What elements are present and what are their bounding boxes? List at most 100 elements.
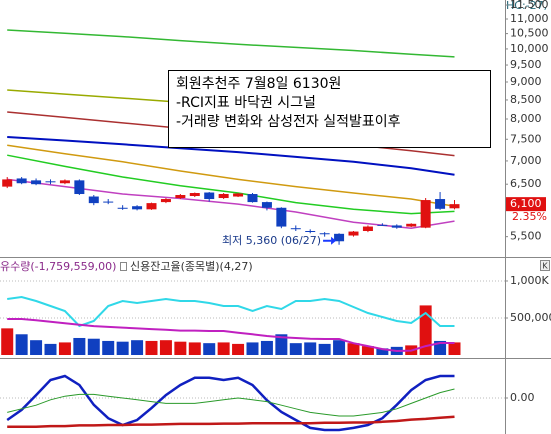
legend-icon [120, 262, 127, 271]
moving-average [7, 29, 455, 58]
candle-body [233, 193, 244, 197]
candle-body [319, 233, 330, 235]
y-tick-label: 9,500 [510, 58, 542, 71]
y-tick-label: 9,000 [510, 75, 542, 88]
volume-bar [232, 343, 245, 355]
volume-bar [376, 348, 389, 355]
annotation-text: 회원추천주 7월8일 6130원 [176, 76, 341, 92]
volume-bar [102, 340, 115, 355]
candle-body [175, 195, 186, 199]
last-price-box [506, 197, 546, 212]
header-label: HC:-27, [506, 0, 547, 12]
y-tick-label: 8,000 [510, 112, 542, 125]
candle-body [449, 204, 460, 209]
low-arrow-head [331, 236, 337, 245]
y-tick-label: 7,500 [510, 132, 542, 145]
candle-body [74, 180, 85, 195]
volume-bar [58, 342, 71, 355]
moving-average [7, 154, 455, 215]
volume-bar [15, 334, 28, 355]
candle-body [59, 180, 70, 184]
change-label: 2.35% [512, 210, 547, 223]
volume-bar [275, 334, 288, 355]
volume-bar [304, 342, 317, 355]
candle-body [261, 202, 272, 208]
legend-label: 유수량(-1,759,559,00) [0, 260, 116, 273]
annotation-box [168, 70, 491, 148]
volume-bar [333, 340, 346, 355]
candle-body [2, 179, 13, 187]
y-tick-label: 500,000 [510, 311, 551, 324]
candle-body [88, 196, 99, 204]
candle-body [117, 207, 128, 209]
y-tick-label: 10,500 [510, 27, 549, 40]
volume-bar [203, 343, 216, 355]
candle-body [16, 178, 27, 184]
y-tick-label: 6,500 [510, 177, 542, 190]
volume-bar [174, 341, 187, 355]
volume-bar [73, 337, 86, 355]
volume-bar [44, 343, 57, 355]
y-tick-label: 7,000 [510, 154, 542, 167]
volume-bar [159, 340, 172, 355]
moving-average [7, 136, 455, 176]
y-tick-label: 0.00 [510, 391, 535, 404]
volume-bar [318, 343, 331, 355]
k-button-label[interactable]: K [542, 262, 548, 271]
y-tick-label: 11,500 [510, 0, 549, 11]
volume-bar [116, 341, 129, 355]
volume-bar [361, 346, 374, 355]
candle-body [247, 194, 258, 203]
volume-bar [347, 343, 360, 355]
last-price-label: 6,100 [510, 197, 542, 210]
volume-bar [30, 340, 43, 355]
volume-bar [131, 340, 144, 355]
candle-body [305, 231, 316, 233]
candle-body [103, 201, 114, 203]
candle-body [218, 194, 229, 199]
oscillator-line [7, 415, 455, 429]
volume-bar [448, 342, 461, 355]
oscillator-line [7, 388, 455, 417]
volume-bar [87, 338, 100, 355]
y-tick-label: 5,500 [510, 230, 542, 243]
volume-bar [246, 342, 259, 355]
volume-bar [145, 340, 158, 355]
indicator-line [7, 318, 455, 353]
oscillator-line [6, 374, 455, 432]
volume-bar [419, 305, 432, 355]
candle-body [420, 200, 431, 228]
volume-bar [188, 342, 201, 355]
candle-body [334, 233, 345, 242]
volume-bar [217, 342, 230, 355]
candle-body [435, 199, 446, 209]
candle-body [391, 225, 402, 228]
k-button[interactable] [540, 260, 550, 271]
moving-average [7, 144, 455, 207]
candle-body [160, 199, 171, 203]
candle-body [45, 181, 56, 183]
candle-body [348, 231, 359, 236]
y-tick-label: 1,000K [510, 274, 549, 287]
candle-body [204, 192, 215, 200]
annotation-text: -RCI지표 바닥권 시그널 [176, 95, 316, 111]
candle-body [132, 206, 143, 210]
y-tick-label: 11,000 [510, 12, 549, 25]
volume-bar [260, 340, 273, 355]
volume-bar [289, 343, 302, 355]
volume-bar [1, 328, 14, 355]
candle-body [362, 226, 373, 232]
y-tick-label: 10,000 [510, 42, 549, 55]
candle-body [189, 193, 200, 197]
candle-body [146, 203, 157, 210]
candle-body [377, 224, 388, 226]
candle-body [31, 180, 42, 185]
candle-body [290, 228, 301, 230]
y-tick-label: 8,500 [510, 93, 542, 106]
annotation-text: -거래량 변화와 삼성전자 실적발표이후 [176, 114, 401, 130]
low-label: 최저 5,360 (06/27) [222, 234, 321, 247]
legend-label: 신용잔고율(종목별)(4,27) [130, 260, 253, 273]
candle-body [406, 223, 417, 227]
